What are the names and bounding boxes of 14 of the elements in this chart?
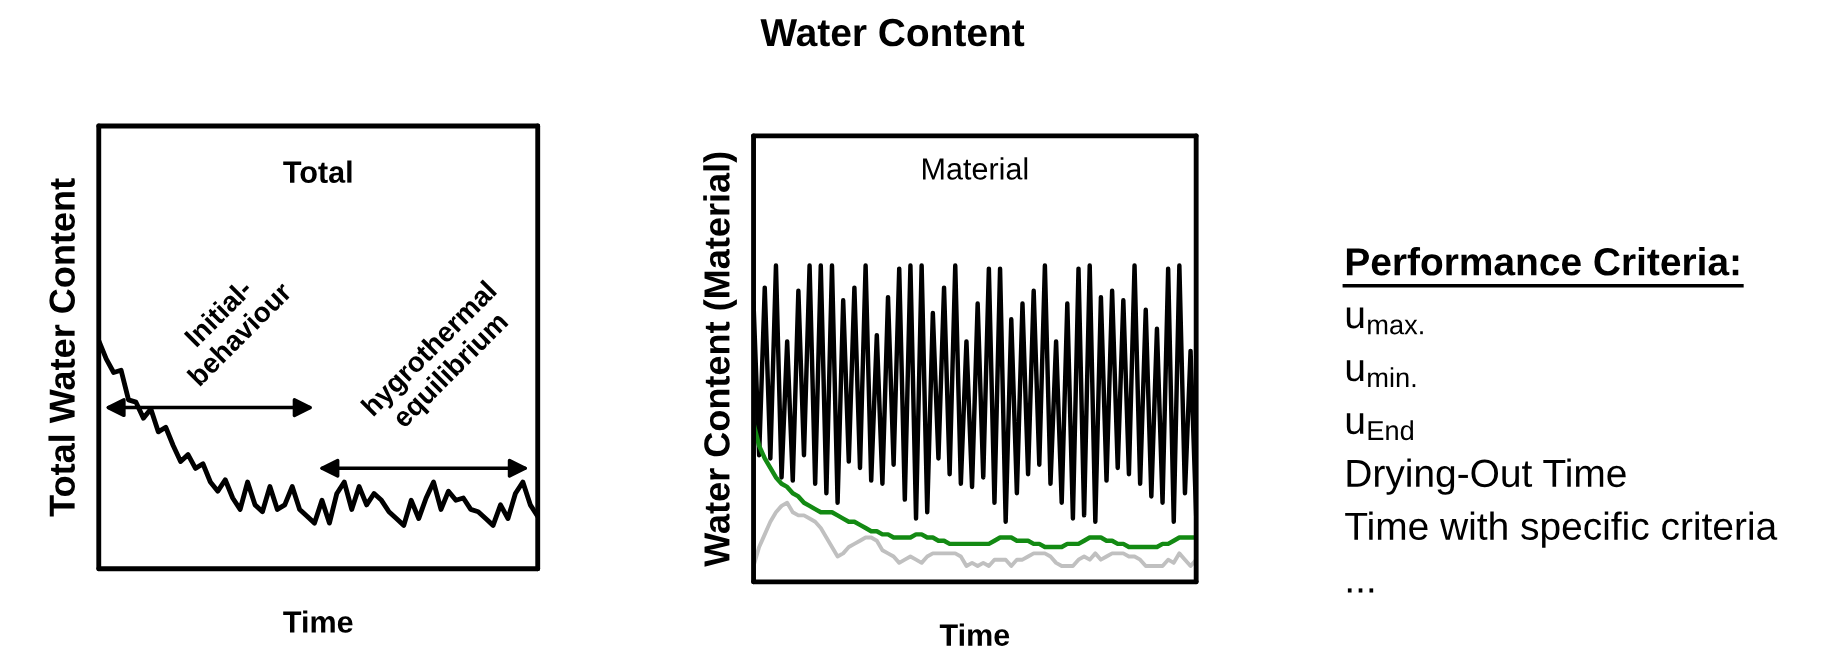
x-axis-title: Time [939, 623, 1010, 646]
text: Drying-Out Time [1347, 458, 1626, 495]
text: Time with specific criteria [1345, 511, 1778, 548]
y-axis-title: Water Content (Material) [703, 152, 737, 567]
chart-subtitle: Material [923, 157, 1028, 180]
text: ... [1347, 588, 1374, 593]
chart-title: Water Content [760, 18, 1025, 47]
y-axis-title: Total Water Content [48, 178, 75, 517]
text: u$_{max.}$ [1346, 307, 1423, 335]
text: u$_{min.}$ [1346, 360, 1416, 388]
x-axis-title: Time [283, 610, 353, 633]
chart-subtitle: Total [283, 160, 352, 183]
text: u$_{End}$ [1346, 413, 1413, 441]
text: Performance Criteria: [1346, 246, 1739, 276]
